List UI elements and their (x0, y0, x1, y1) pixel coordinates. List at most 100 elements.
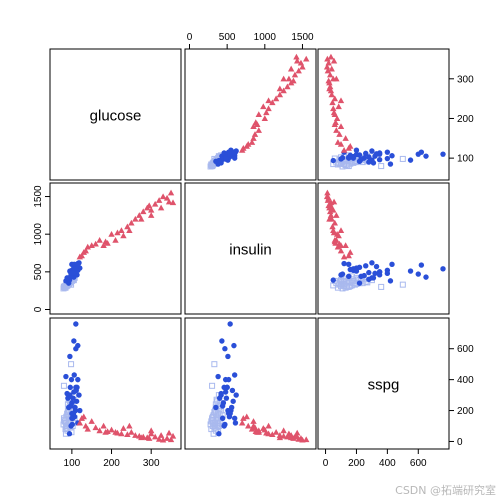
data-point-triangle (245, 141, 252, 147)
x-tick-label-insulin: 0 (187, 32, 193, 43)
data-point-square (60, 382, 67, 389)
data-point-triangle (333, 75, 340, 82)
data-point-dot (216, 395, 223, 401)
data-point-triangle (330, 227, 337, 233)
data-point-triangle (263, 109, 270, 116)
data-point-triangle (265, 422, 272, 429)
data-point-dot (65, 395, 71, 401)
data-point-triangle (132, 215, 139, 222)
data-point-square (399, 155, 406, 162)
data-point-triangle (159, 436, 167, 443)
data-point-dot (219, 403, 226, 409)
data-point-dot (440, 266, 446, 272)
data-point-dot (366, 276, 372, 283)
y-tick-label-insulin: 1000 (33, 223, 44, 246)
data-point-square (399, 281, 406, 288)
data-point-triangle (157, 204, 165, 211)
data-point-triangle (243, 413, 250, 420)
y-tick-label-sspg: 0 (457, 437, 463, 448)
data-point-triangle (284, 83, 291, 90)
data-point-triangle (261, 115, 269, 122)
data-point-dot (228, 404, 235, 411)
data-point-triangle (330, 105, 337, 112)
data-point-dot (366, 154, 372, 160)
data-point-triangle (104, 428, 111, 434)
data-point-triangle (108, 426, 115, 433)
data-point-dot (358, 273, 364, 280)
data-point-dot (423, 274, 429, 280)
data-point-triangle (78, 252, 85, 259)
data-point-dot (76, 392, 82, 398)
data-point-triangle (148, 427, 155, 434)
data-point-triangle (272, 95, 280, 102)
data-point-triangle (334, 139, 342, 145)
diagonal-label-sspg: sspg (368, 377, 400, 394)
data-point-triangle (325, 77, 332, 84)
data-point-triangle (328, 204, 335, 211)
data-point-triangle (334, 243, 342, 250)
y-tick-label-insulin: 1500 (33, 185, 44, 208)
data-point-triangle (336, 131, 343, 137)
data-point-triangle (88, 242, 95, 249)
data-point-triangle (92, 424, 99, 431)
x-tick-label-sspg: 200 (348, 458, 365, 469)
data-point-triangle (248, 139, 256, 145)
data-point-triangle (126, 422, 133, 429)
data-point-square (207, 163, 214, 170)
data-point-dot (226, 414, 233, 420)
data-point-triangle (335, 232, 342, 239)
data-point-triangle (118, 227, 125, 233)
x-tick-label-sspg: 400 (379, 458, 396, 469)
data-point-triangle (100, 422, 107, 429)
panel-sspg-insulin (184, 317, 317, 450)
data-point-dot (215, 373, 221, 380)
data-point-dot (216, 157, 222, 164)
data-point-triangle (303, 436, 310, 443)
data-point-triangle (112, 428, 119, 435)
data-point-square (68, 361, 75, 368)
data-point-triangle (245, 422, 252, 429)
data-point-square (60, 285, 67, 292)
data-point-dot (387, 278, 394, 284)
data-point-triangle (280, 87, 287, 94)
data-point-triangle (276, 91, 284, 98)
data-point-triangle (155, 197, 163, 203)
data-point-square (378, 283, 385, 290)
data-point-triangle (239, 419, 246, 426)
data-point-dot (70, 395, 76, 401)
data-point-dot (63, 373, 69, 380)
data-point-triangle (240, 415, 247, 421)
data-point-dot (77, 407, 83, 414)
data-point-triangle (331, 237, 339, 243)
x-tick-label-glucose: 200 (103, 458, 120, 469)
data-point-triangle (148, 206, 155, 213)
data-point-triangle (329, 99, 336, 106)
data-point-triangle (331, 111, 339, 118)
data-point-dot (68, 376, 75, 383)
data-point-triangle (340, 147, 348, 153)
data-point-dot (222, 346, 228, 352)
data-point-triangle (84, 425, 91, 432)
data-point-dot (363, 150, 369, 157)
data-point-triangle (285, 75, 293, 82)
data-point-dot (384, 149, 391, 155)
data-point-dot (440, 151, 446, 157)
data-point-triangle (326, 71, 334, 78)
data-point-triangle (146, 202, 153, 209)
data-point-dot (230, 398, 236, 404)
data-point-dot (369, 260, 375, 266)
data-point-dot (407, 268, 414, 274)
data-point-dot (67, 403, 74, 409)
data-point-dot (330, 157, 336, 164)
data-point-dot (69, 421, 75, 428)
data-point-triangle (88, 418, 95, 424)
data-point-triangle (324, 67, 332, 74)
diagonal-label-insulin: insulin (229, 242, 272, 259)
data-point-triangle (159, 193, 167, 200)
data-point-dot (384, 155, 391, 162)
data-point-triangle (331, 95, 339, 102)
data-point-triangle (250, 422, 257, 429)
data-point-dot (370, 275, 377, 281)
data-point-dot (370, 160, 377, 166)
data-point-triangle (252, 428, 259, 434)
